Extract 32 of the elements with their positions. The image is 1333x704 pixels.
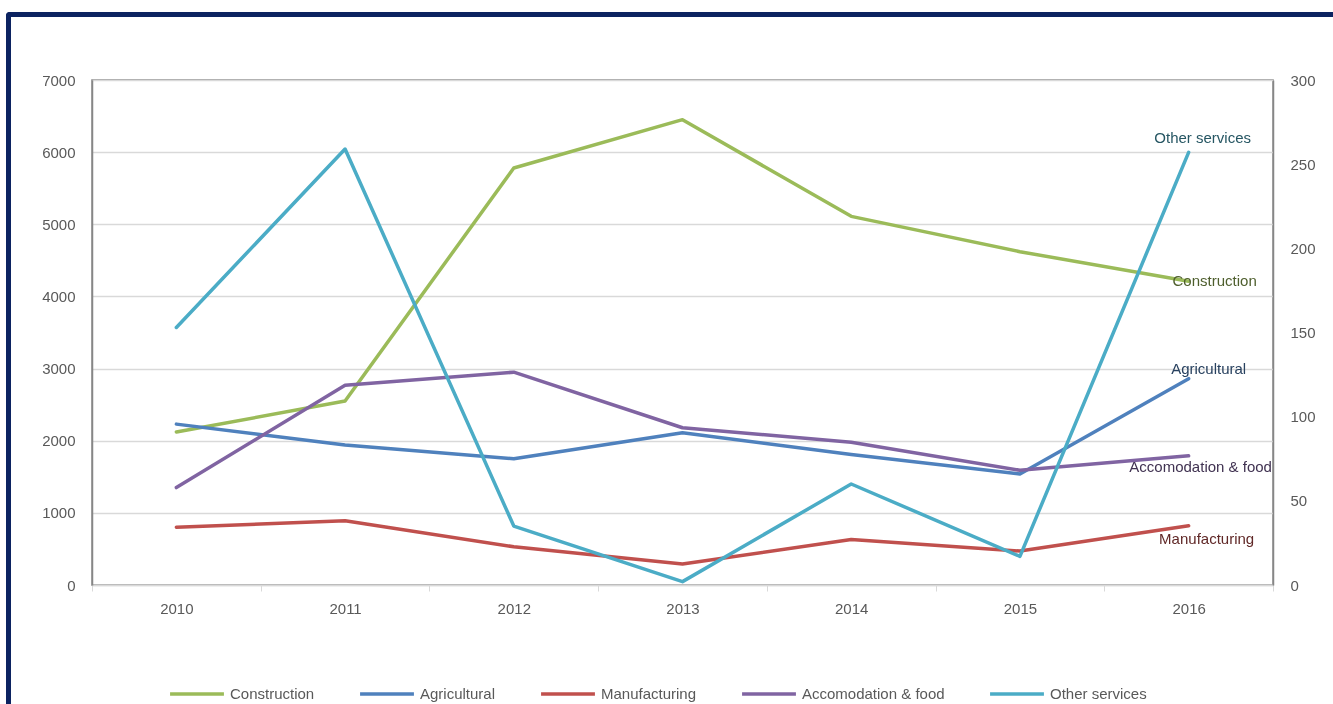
y-tick-label: 3000 [42,360,76,378]
y-tick-label: 0 [67,576,76,594]
legend-label: Agricultural [420,685,496,702]
y-tick-label: 2000 [42,432,76,450]
y-tick-label: 6000 [42,143,76,161]
text: Agricultural [1171,359,1247,377]
y2-tick-label: 100 [1290,408,1316,426]
x-tick-label: 2011 [329,599,362,617]
y-tick-label: 1000 [42,504,76,522]
y-tick-label: 4000 [42,287,76,305]
y2-tick-label: 150 [1290,324,1316,341]
y-tick-label: 7000 [42,71,76,89]
x-tick-label: 2013 [666,599,700,617]
y2-tick-label: 0 [1290,576,1299,594]
text: Accomodation & food [1129,457,1272,475]
text: Other services [1154,129,1251,147]
legend-label: Manufacturing [601,685,697,702]
text: Construction [1172,272,1257,290]
x-tick-label: 2014 [835,599,869,617]
x-tick-label: 2010 [160,599,194,617]
text: Manufacturing [1159,529,1255,547]
legend-label: Construction [230,685,315,702]
y2-tick-label: 250 [1290,155,1316,173]
legend-label: Other services [1050,685,1147,702]
y2-tick-label: 50 [1290,492,1308,510]
x-tick-label: 2015 [1003,599,1038,617]
x-tick-label: 2016 [1172,599,1206,617]
y2-tick-label: 200 [1290,239,1316,257]
y2-tick-label: 300 [1290,71,1316,89]
x-tick-label: 2012 [497,599,531,617]
y-tick-label: 5000 [42,215,76,233]
legend-label: Accomodation & food [802,685,945,702]
